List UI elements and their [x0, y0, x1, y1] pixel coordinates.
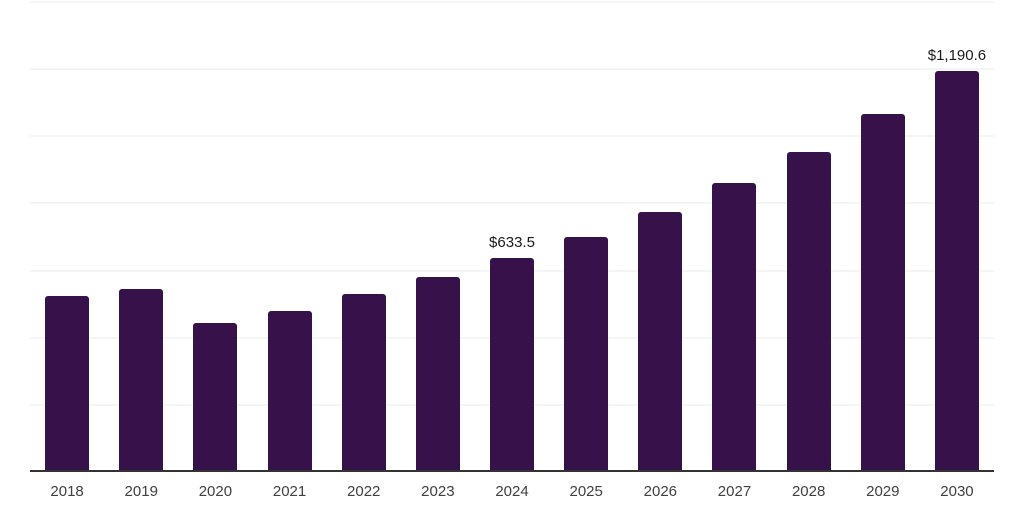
bar-2025 — [564, 237, 609, 471]
x-tick-label-2023: 2023 — [421, 483, 455, 500]
bar-2021 — [267, 311, 312, 471]
bar-2027 — [712, 183, 757, 471]
x-tick-label-2027: 2027 — [717, 483, 752, 500]
bar-2023 — [415, 277, 460, 471]
bar-2019 — [119, 289, 164, 471]
bar-2029 — [860, 114, 905, 471]
bar-2030 — [934, 71, 979, 471]
x-tick-label-2019: 2019 — [124, 483, 158, 500]
x-tick-label-2024: 2024 — [495, 483, 529, 500]
data-label-2030: $1,190.6 — [927, 47, 987, 65]
x-tick-label-2030: 2030 — [940, 483, 974, 500]
gridline-1400 — [30, 1, 994, 3]
x-tick-label-2022: 2022 — [347, 483, 381, 500]
x-tick-label-2020: 2020 — [198, 483, 233, 500]
gridline-1200 — [30, 68, 994, 71]
x-tick-label-2026: 2026 — [643, 483, 678, 500]
bar-2022 — [341, 294, 386, 471]
x-tick-label-2018: 2018 — [50, 483, 84, 500]
x-axis-line — [30, 470, 994, 472]
x-tick-label-2029: 2029 — [866, 483, 900, 500]
gridline-1000 — [30, 135, 994, 138]
x-tick-label-2021: 2021 — [272, 483, 307, 500]
bar-2026 — [638, 212, 683, 471]
bar-2020 — [193, 323, 238, 471]
plot-area: $633.5 $1,190.6 — [30, 1, 994, 472]
bar-2018 — [45, 296, 90, 471]
x-tick-label-2028: 2028 — [791, 483, 826, 500]
x-tick-label-2025: 2025 — [569, 483, 603, 500]
bar-2028 — [786, 152, 831, 471]
x-axis-labels: 2018 2019 2020 2021 2022 2023 2024 2025 2026 2027… — [30, 484, 994, 504]
bar-2024 — [490, 258, 534, 471]
data-label-2024: $633.5 — [489, 234, 535, 252]
gridline-800 — [30, 202, 994, 205]
